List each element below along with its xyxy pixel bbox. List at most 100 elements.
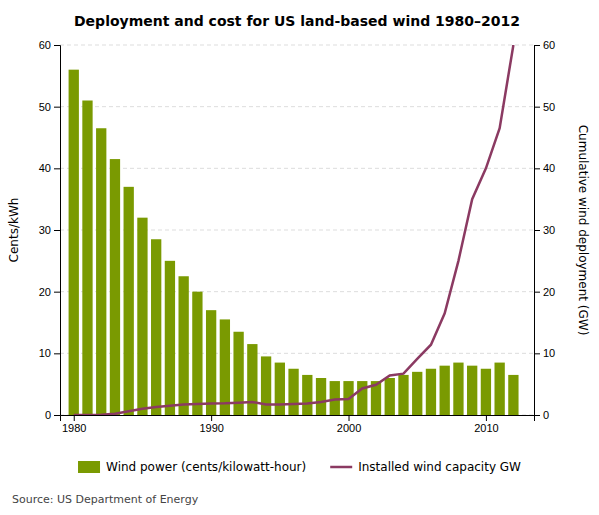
bar bbox=[467, 366, 477, 415]
legend-swatch bbox=[78, 461, 100, 473]
bar bbox=[165, 261, 175, 415]
tick: 40 bbox=[534, 162, 555, 174]
axis-line bbox=[61, 416, 535, 422]
tick-mark bbox=[534, 353, 540, 354]
grid-line bbox=[60, 45, 534, 46]
tick: 60 bbox=[39, 39, 60, 51]
bar bbox=[385, 378, 395, 415]
legend-label: Installed wind capacity GW bbox=[358, 460, 521, 474]
tick: 10 bbox=[534, 347, 555, 359]
y2-axis-title: Cumulative wind deployment (GW) bbox=[576, 125, 590, 336]
bar bbox=[96, 128, 106, 415]
bar bbox=[192, 292, 202, 415]
tick-label: 20 bbox=[543, 286, 555, 298]
tick-mark bbox=[534, 168, 540, 169]
bar bbox=[330, 381, 340, 415]
tick-label: 1980 bbox=[62, 422, 86, 434]
bar bbox=[302, 375, 312, 415]
tick-label: 40 bbox=[39, 162, 51, 174]
bar bbox=[495, 363, 505, 415]
bar bbox=[220, 319, 230, 415]
tick-mark bbox=[534, 415, 540, 416]
tick: 50 bbox=[39, 101, 60, 113]
y-axis: 0 10 20 30 40 50 60 bbox=[39, 39, 61, 421]
bar bbox=[440, 366, 450, 415]
tick-mark bbox=[211, 415, 212, 421]
legend-swatch bbox=[330, 466, 352, 469]
tick: 2000 bbox=[337, 415, 361, 434]
tick-label: 2010 bbox=[474, 422, 498, 434]
bar bbox=[357, 381, 367, 415]
bar bbox=[426, 369, 436, 415]
tick: 20 bbox=[39, 286, 60, 298]
tick-label: 20 bbox=[39, 286, 51, 298]
bar bbox=[481, 369, 491, 415]
bar bbox=[206, 310, 216, 415]
tick: 50 bbox=[534, 101, 555, 113]
tick-label: 60 bbox=[39, 39, 51, 51]
tick-label: 30 bbox=[543, 224, 555, 236]
x-axis: 1980 1990 2000 2010 bbox=[61, 415, 535, 434]
bar bbox=[288, 369, 298, 415]
legend-label: Wind power (cents/kilowatt-hour) bbox=[106, 460, 306, 474]
tick-label: 40 bbox=[543, 162, 555, 174]
tick-mark bbox=[534, 230, 540, 231]
bar bbox=[124, 187, 134, 415]
marks bbox=[69, 45, 519, 415]
bar bbox=[412, 372, 422, 415]
tick-label: 0 bbox=[45, 409, 51, 421]
tick-mark bbox=[534, 107, 540, 108]
tick-mark bbox=[349, 415, 350, 421]
tick: 20 bbox=[534, 286, 555, 298]
bar bbox=[275, 363, 285, 415]
bar bbox=[137, 218, 147, 415]
tick: 2010 bbox=[474, 415, 498, 434]
bar bbox=[151, 239, 161, 415]
tick-mark bbox=[54, 107, 60, 108]
tick-mark bbox=[54, 45, 60, 46]
tick: 30 bbox=[534, 224, 555, 236]
title: Deployment and cost for US land-based wi… bbox=[74, 13, 520, 29]
tick-mark bbox=[54, 230, 60, 231]
tick: 1990 bbox=[199, 415, 223, 434]
axis-line bbox=[54, 46, 61, 416]
grid-line bbox=[60, 168, 534, 169]
bar bbox=[316, 378, 326, 415]
bar bbox=[508, 375, 518, 415]
bar bbox=[398, 375, 408, 415]
tick-mark bbox=[534, 292, 540, 293]
legend: Wind power (cents/kilowatt-hour) Installe… bbox=[78, 460, 521, 474]
tick-mark bbox=[486, 415, 487, 421]
tick-mark bbox=[534, 45, 540, 46]
tick-label: 2000 bbox=[337, 422, 361, 434]
y2-axis: 0 10 20 30 40 50 60 bbox=[534, 39, 555, 421]
tick: 0 bbox=[45, 409, 60, 421]
tick-mark bbox=[54, 168, 60, 169]
tick-label: 0 bbox=[543, 409, 549, 421]
plot-area: 1980 1990 2000 2010 0 10 20 30 40 50 60 0 10 20 30 40 50… bbox=[7, 39, 590, 434]
annotation: Source: US Department of Energy bbox=[12, 493, 199, 506]
tick-label: 10 bbox=[543, 347, 555, 359]
tick-label: 50 bbox=[543, 101, 555, 113]
tick-mark bbox=[54, 353, 60, 354]
tick: 10 bbox=[39, 347, 60, 359]
legend-item: Installed wind capacity GW bbox=[330, 460, 521, 474]
y-axis-title: Cents/kWh bbox=[7, 198, 21, 263]
axis-line bbox=[535, 46, 541, 416]
tick-label: 30 bbox=[39, 224, 51, 236]
tick-label: 10 bbox=[39, 347, 51, 359]
tick-mark bbox=[54, 292, 60, 293]
bar bbox=[261, 356, 271, 415]
bar bbox=[69, 70, 79, 415]
line bbox=[74, 45, 514, 415]
bar bbox=[82, 101, 92, 416]
tick-label: 60 bbox=[543, 39, 555, 51]
tick: 40 bbox=[39, 162, 60, 174]
grid-line bbox=[60, 106, 534, 107]
bar bbox=[453, 363, 463, 415]
bar bbox=[247, 344, 257, 415]
tick-label: 50 bbox=[39, 101, 51, 113]
tick: 30 bbox=[39, 224, 60, 236]
bar-series bbox=[69, 70, 519, 415]
chart: 1980 1990 2000 2010 0 10 20 30 40 50 60 0 10 20 30 40 50… bbox=[0, 0, 599, 515]
